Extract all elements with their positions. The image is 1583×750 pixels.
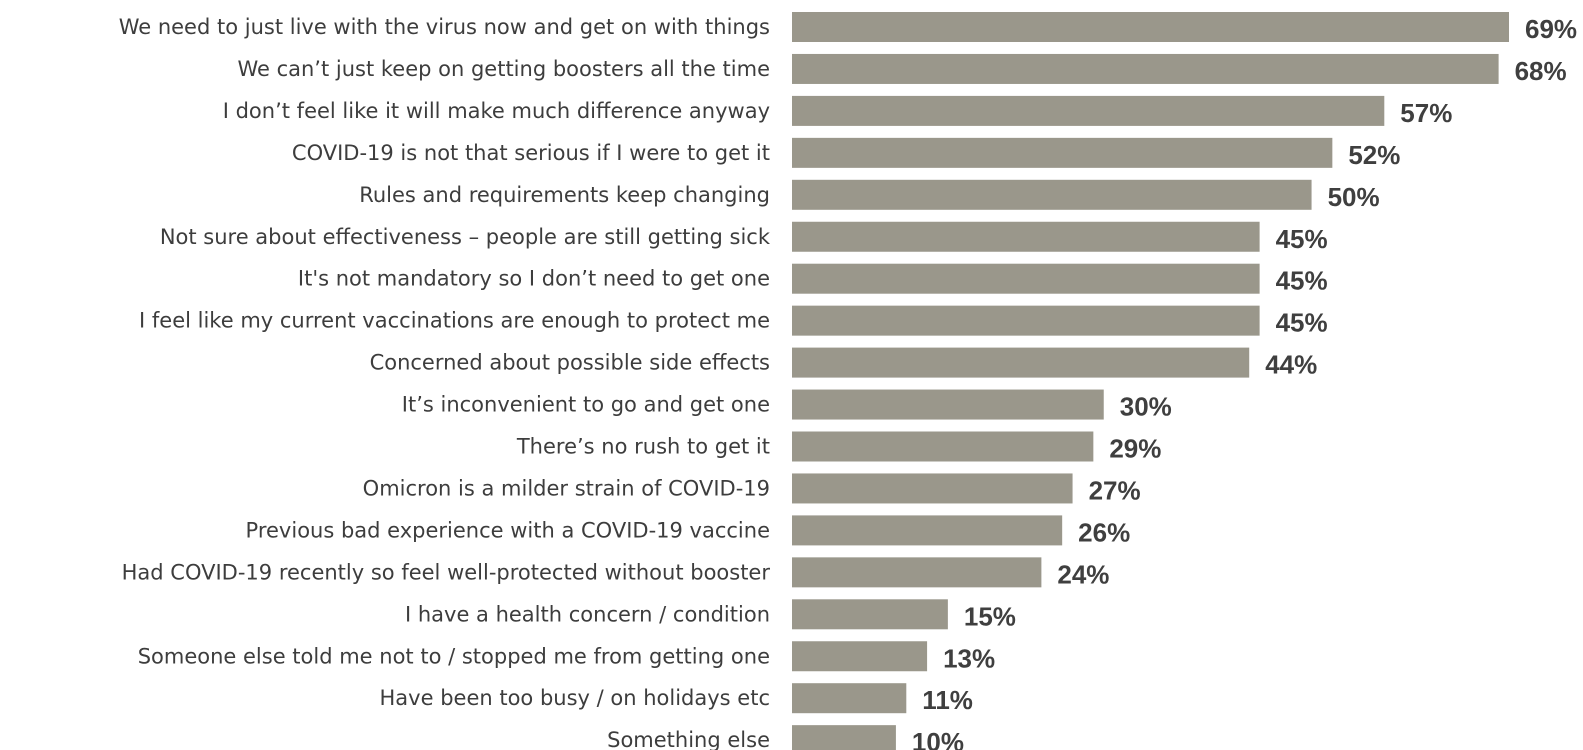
bar [792,221,1260,252]
bar [792,95,1385,126]
category-label: We need to just live with the virus now … [119,15,770,39]
category-label: I have a health concern / condition [405,602,770,626]
category-labels: We need to just live with the virus now … [119,15,771,750]
category-label: It's not mandatory so I don’t need to ge… [298,267,770,291]
bar [792,683,907,714]
bars [792,12,1509,750]
bar [792,263,1260,294]
value-label: 26% [1078,517,1130,547]
bar [792,641,928,672]
category-label: We can’t just keep on getting boosters a… [237,57,770,81]
category-label: Concerned about possible side effects [370,351,770,375]
bar [792,12,1509,42]
value-label: 24% [1057,559,1109,589]
bar [792,431,1094,462]
value-label: 27% [1089,475,1141,505]
category-label: COVID-19 is not that serious if I were t… [292,141,770,165]
value-label: 29% [1109,434,1161,464]
bar [792,557,1042,588]
bar [792,179,1312,210]
value-label: 50% [1328,182,1380,212]
bar [792,53,1499,84]
value-label: 10% [912,727,964,750]
value-label: 15% [964,601,1016,631]
value-label: 30% [1120,392,1172,422]
category-label: Had COVID-19 recently so feel well-prote… [122,560,771,584]
category-label: Have been too busy / on holidays etc [380,686,770,710]
value-label: 68% [1515,56,1567,86]
category-label: There’s no rush to get it [516,435,770,459]
category-label: Rules and requirements keep changing [359,183,770,207]
value-label: 13% [943,643,995,673]
bar [792,473,1073,504]
value-label: 44% [1265,350,1317,380]
category-label: Not sure about effectiveness – people ar… [160,225,771,249]
category-label: Omicron is a milder strain of COVID-19 [363,476,770,500]
bar [792,137,1333,168]
value-label: 45% [1276,266,1328,296]
category-label: I don’t feel like it will make much diff… [223,99,770,123]
category-label: Previous bad experience with a COVID-19 … [246,518,770,542]
bar [792,347,1250,378]
value-label: 52% [1348,140,1400,170]
value-label: 11% [922,685,973,715]
bar [792,305,1260,336]
category-label: I feel like my current vaccinations are … [139,309,770,333]
bar [792,389,1104,420]
category-label: It’s inconvenient to go and get one [402,393,770,417]
value-label: 45% [1276,224,1328,254]
value-labels: 69%68%57%52%50%45%45%45%44%30%29%27%26%2… [912,14,1577,750]
category-label: Something else [607,728,770,750]
value-label: 69% [1525,14,1577,44]
bar [792,599,948,630]
category-label: Someone else told me not to / stopped me… [138,644,770,668]
bar [792,515,1063,546]
value-label: 57% [1400,98,1452,128]
bar [792,725,896,750]
value-label: 45% [1276,308,1328,338]
